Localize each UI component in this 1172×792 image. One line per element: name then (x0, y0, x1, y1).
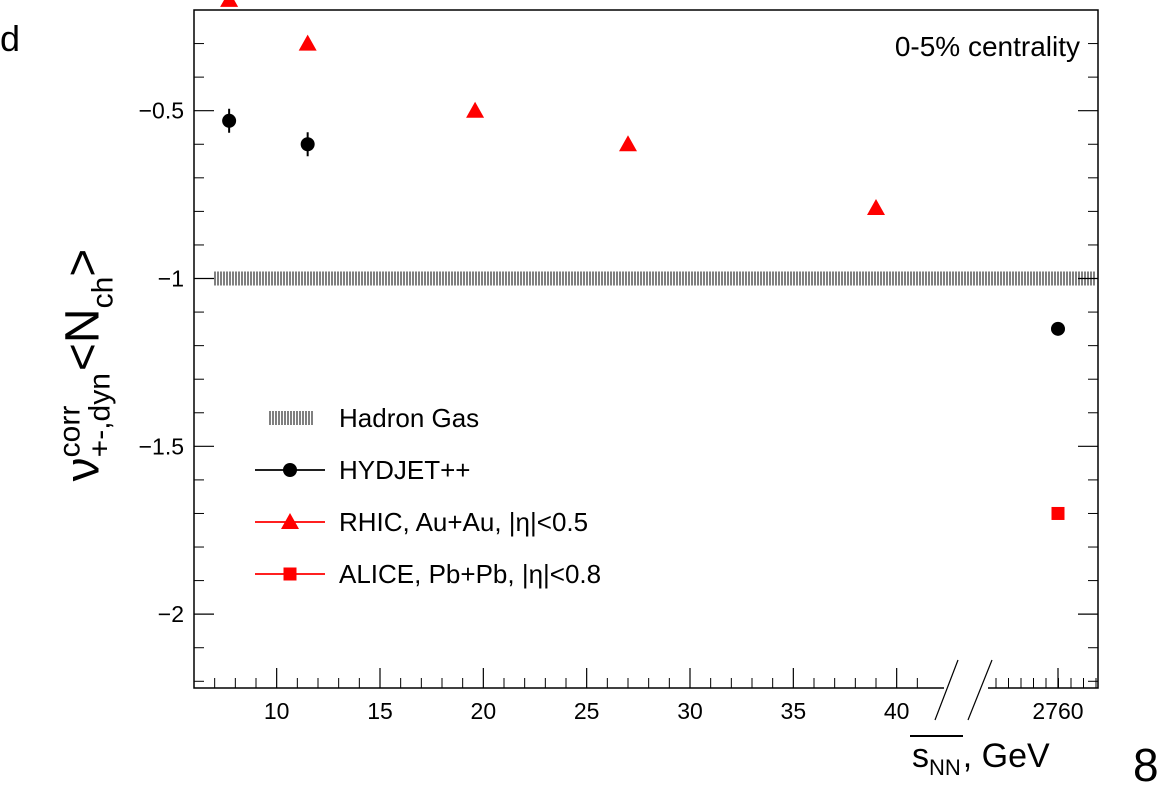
data-point-series-0 (222, 113, 237, 128)
data-point-series-1 (220, 0, 239, 7)
y-tick-label: −0.5 (139, 98, 184, 124)
x-tick-label: 10 (264, 698, 290, 724)
x-tick-label-2760: 2760 (1032, 698, 1083, 724)
data-point-series-1 (619, 135, 637, 152)
legend-label: HYDJET++ (339, 455, 471, 485)
data-point-series-2 (1051, 506, 1065, 520)
x-tick-label: 25 (574, 698, 600, 724)
centrality-annotation: 0-5% centrality (895, 31, 1080, 62)
y-tick-label: −2 (158, 601, 184, 627)
data-point-series-1 (466, 101, 485, 118)
data-point-series-1 (867, 199, 885, 216)
y-tick-label: −1 (158, 266, 184, 292)
x-tick-label: 15 (367, 698, 393, 724)
data-point-series-0 (1051, 321, 1065, 336)
x-tick-label: 30 (677, 698, 703, 724)
legend-label-hadron-gas: Hadron Gas (339, 403, 479, 433)
legend-marker (281, 513, 299, 529)
y-tick-label: −1.5 (139, 433, 184, 459)
axis-break-gap (944, 686, 988, 692)
data-point-series-0 (300, 137, 315, 152)
x-tick-label: 20 (471, 698, 497, 724)
axis-break-slash-left (934, 659, 959, 721)
legend-label: ALICE, Pb+Pb, |η|<0.8 (339, 559, 601, 589)
legend-label: RHIC, Au+Au, |η|<0.5 (339, 507, 588, 537)
x-tick-label: 35 (781, 698, 807, 724)
legend-marker (283, 567, 297, 581)
data-point-series-1 (298, 34, 317, 51)
axis-break-slash-right (967, 659, 993, 721)
x-tick-label: 40 (884, 698, 910, 724)
plot-frame (193, 9, 1099, 689)
legend-marker (283, 463, 297, 477)
